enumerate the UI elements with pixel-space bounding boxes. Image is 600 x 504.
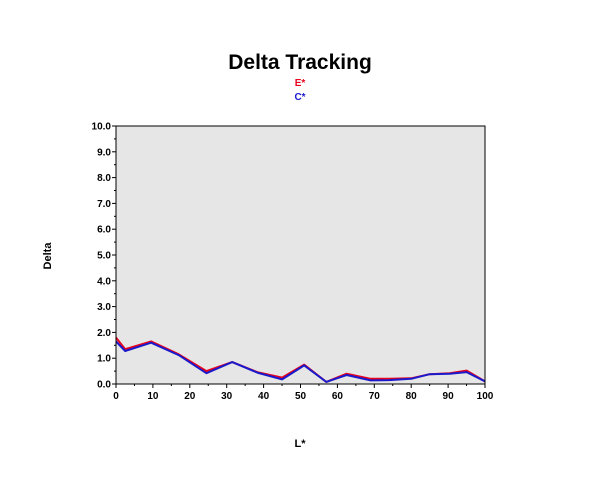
x-axis-label: L* (295, 438, 307, 450)
x-tick-label: 70 (369, 391, 381, 402)
x-tick-label: 60 (332, 391, 344, 402)
y-tick-label: 4.0 (97, 276, 111, 287)
y-tick-label: 6.0 (97, 225, 111, 236)
x-tick-label: 50 (295, 391, 307, 402)
x-tick-label: 40 (258, 391, 270, 402)
y-tick-label: 0.0 (97, 380, 111, 391)
y-tick-label: 3.0 (97, 302, 111, 313)
plot-area (116, 126, 485, 384)
chart-title: Delta Tracking (228, 51, 372, 74)
y-tick-label: 1.0 (97, 354, 111, 365)
series-lines (115, 336, 486, 383)
y-tick-label: 2.0 (97, 328, 111, 339)
series-line-c-star (115, 340, 486, 383)
axis-ticks: 0.0 1.0 2.0 3.0 4.0 5.0 6.0 7.0 8.0 9.0 10.0 0 10 20 3… (92, 122, 494, 403)
chart-legend: E* C* (294, 78, 305, 103)
y-tick-label: 7.0 (97, 199, 111, 210)
x-tick-label: 30 (221, 391, 233, 402)
y-tick-label: 10.0 (92, 122, 112, 133)
x-tick-label: 10 (147, 391, 159, 402)
y-axis-label: Delta (42, 242, 54, 270)
x-tick-label: 0 (113, 391, 119, 402)
x-tick-label: 100 (477, 391, 494, 402)
plot-frame (115, 125, 486, 385)
x-tick-label: 90 (443, 391, 455, 402)
y-tick-label: 9.0 (97, 147, 111, 158)
x-tick-label: 80 (406, 391, 418, 402)
legend-entry-c-star: C* (294, 92, 305, 103)
x-tick-label: 20 (184, 391, 196, 402)
y-tick-label: 8.0 (97, 173, 111, 184)
legend-entry-e-star: E* (295, 78, 306, 89)
y-tick-label: 5.0 (97, 251, 111, 262)
